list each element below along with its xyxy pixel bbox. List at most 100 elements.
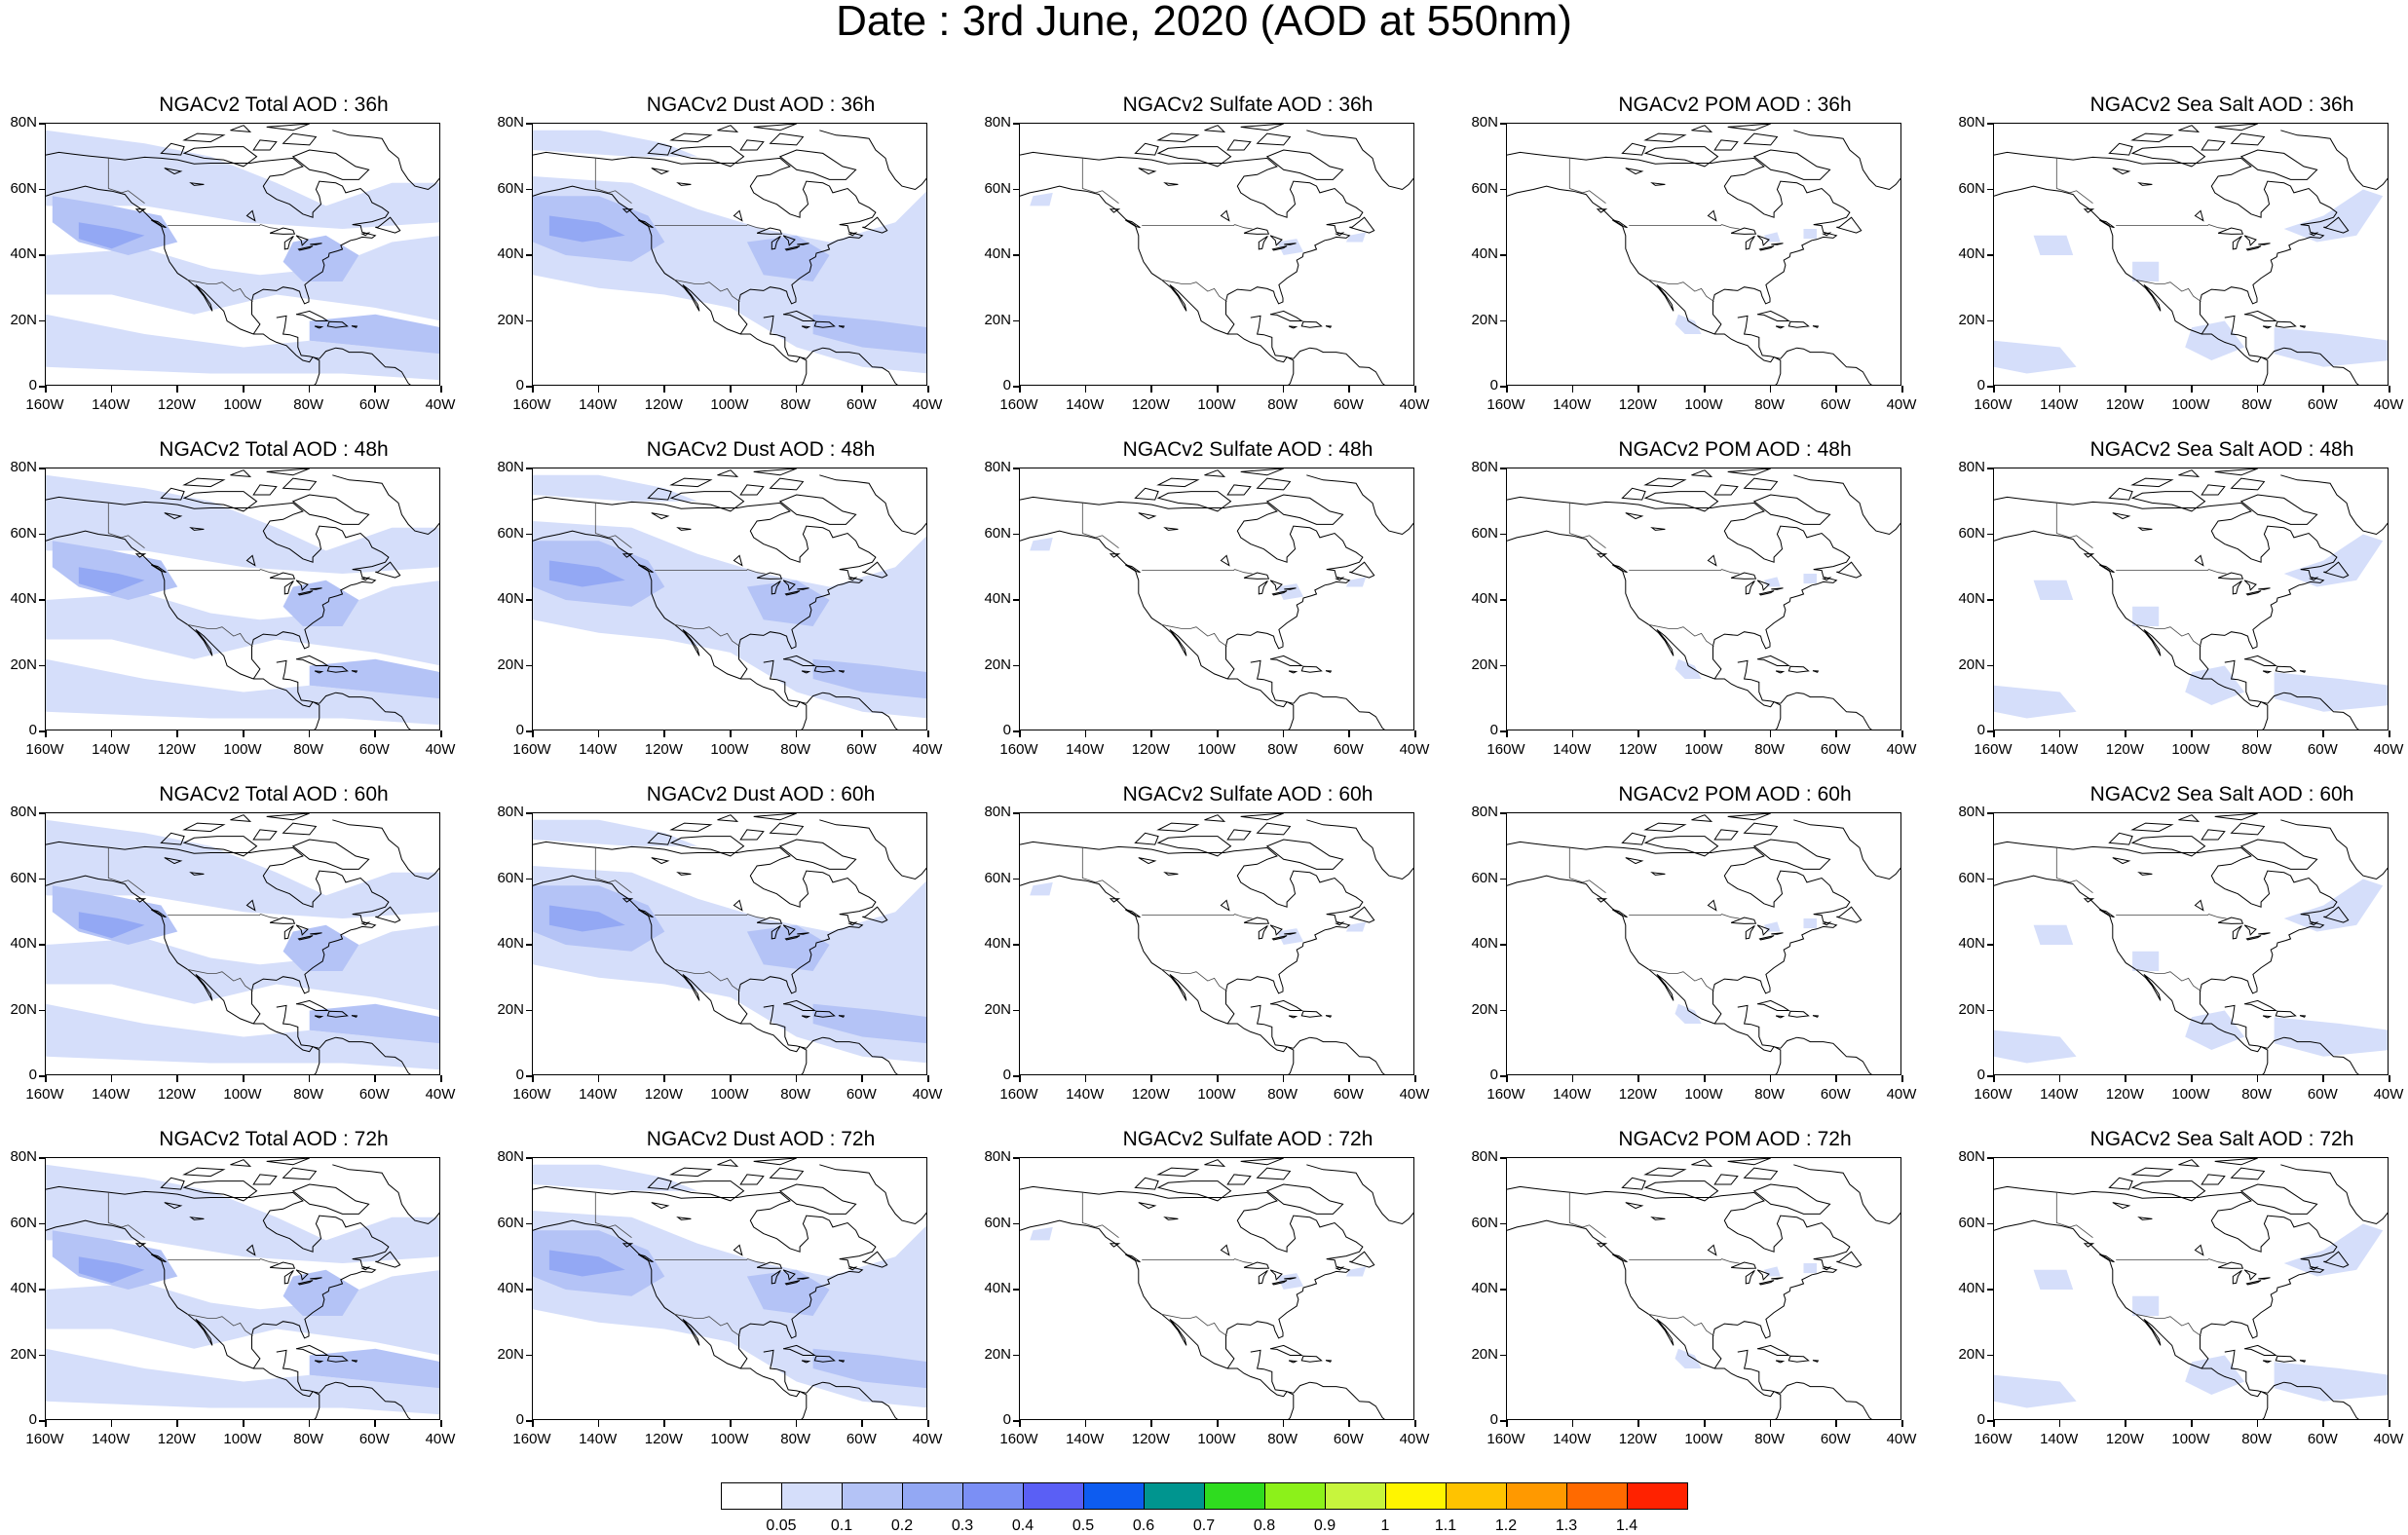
aod-field-region xyxy=(2274,672,2388,712)
island-or-lake-outline xyxy=(1812,1360,1820,1363)
map-panel: NGACv2 Dust AOD : 36h 80N 60N 40N 20N 0 160W 14… xyxy=(497,94,1019,454)
island-or-lake-outline xyxy=(182,1180,258,1202)
island-or-lake-outline xyxy=(778,149,857,180)
island-or-lake-outline xyxy=(2130,146,2206,168)
island-or-lake-outline xyxy=(1756,580,1770,591)
latitude-label: 40N xyxy=(984,1280,1011,1296)
coastline xyxy=(1250,659,1294,704)
country-border xyxy=(594,503,632,549)
longitude-tick xyxy=(1769,386,1772,393)
longitude-tick xyxy=(176,730,178,737)
aod-field-region xyxy=(2033,924,2074,945)
island-or-lake-outline xyxy=(1643,822,1687,833)
latitude-tick xyxy=(1013,878,1019,880)
longitude-label: 100W xyxy=(710,396,749,413)
island-or-lake-outline xyxy=(1269,235,1283,246)
longitude-tick xyxy=(1217,1075,1219,1082)
longitude-tick xyxy=(2125,386,2126,393)
latitude-tick xyxy=(1987,1420,1993,1422)
longitude-label: 100W xyxy=(223,1431,262,1447)
island-or-lake-outline xyxy=(1125,219,1141,229)
island-or-lake-outline xyxy=(1596,1243,1608,1248)
longitude-label: 120W xyxy=(157,396,196,413)
island-or-lake-outline xyxy=(2275,1010,2297,1018)
island-or-lake-outline xyxy=(1727,813,1771,821)
longitude-tick xyxy=(1506,730,1508,737)
coastline xyxy=(819,474,926,536)
latitude-tick xyxy=(526,812,532,814)
colorbar-swatch xyxy=(1083,1482,1145,1510)
aod-field-region xyxy=(46,1348,439,1415)
longitude-label: 60W xyxy=(358,741,390,758)
country-border xyxy=(187,623,253,647)
latitude-tick xyxy=(1987,730,1993,732)
longitude-tick xyxy=(2125,1420,2126,1427)
island-or-lake-outline xyxy=(1109,898,1121,903)
island-or-lake-outline xyxy=(1269,1344,1303,1356)
island-or-lake-outline xyxy=(2099,564,2115,574)
island-or-lake-outline xyxy=(2243,1344,2277,1356)
longitude-tick xyxy=(1769,1075,1772,1082)
coastline xyxy=(1737,1349,1781,1394)
island-or-lake-outline xyxy=(314,670,324,674)
coastline xyxy=(1507,530,1782,730)
longitude-tick xyxy=(1506,1075,1508,1082)
island-or-lake-outline xyxy=(838,670,846,673)
coastline xyxy=(46,185,320,385)
island-or-lake-outline xyxy=(1625,512,1644,520)
island-or-lake-outline xyxy=(1138,512,1157,520)
panel-title: NGACv2 Total AOD : 60h xyxy=(159,783,389,805)
longitude-label: 160W xyxy=(999,1086,1038,1103)
longitude-tick xyxy=(1901,1420,1903,1427)
island-or-lake-outline xyxy=(1745,235,1755,250)
island-or-lake-outline xyxy=(1643,132,1687,143)
latitude-label: 20N xyxy=(10,311,37,328)
longitude-label: 60W xyxy=(358,1431,390,1447)
longitude-label: 100W xyxy=(2171,396,2210,413)
latitude-label: 60N xyxy=(1958,524,1985,542)
longitude-tick xyxy=(1637,1420,1639,1427)
longitude-tick xyxy=(2058,730,2061,737)
longitude-label: 80W xyxy=(780,741,811,758)
latitude-label: 40N xyxy=(1958,935,1985,952)
latitude-label: 60N xyxy=(497,524,524,542)
coastline xyxy=(46,1185,390,1369)
island-or-lake-outline xyxy=(295,580,309,591)
island-or-lake-outline xyxy=(2194,1244,2204,1256)
longitude-tick xyxy=(1414,730,1416,737)
longitude-tick xyxy=(795,386,798,393)
longitude-tick xyxy=(927,1075,929,1082)
island-or-lake-outline xyxy=(1300,320,1323,328)
island-or-lake-outline xyxy=(1349,1251,1375,1268)
longitude-tick xyxy=(1506,386,1508,393)
longitude-label: 40W xyxy=(425,741,456,758)
coastline xyxy=(1994,185,2269,385)
coastline xyxy=(2267,1381,2359,1419)
longitude-label: 40W xyxy=(2373,396,2404,413)
island-or-lake-outline xyxy=(245,1244,256,1256)
latitude-tick xyxy=(526,188,532,190)
country-border xyxy=(2116,569,2227,575)
island-or-lake-outline xyxy=(310,587,322,590)
island-or-lake-outline xyxy=(1109,553,1121,558)
longitude-label: 100W xyxy=(1197,1431,1236,1447)
island-or-lake-outline xyxy=(1284,243,1297,245)
longitude-label: 60W xyxy=(1820,396,1851,413)
panel-title: NGACv2 POM AOD : 72h xyxy=(1618,1128,1852,1150)
coastline xyxy=(533,151,877,335)
map-frame xyxy=(1506,123,1901,386)
latitude-tick xyxy=(1987,878,1993,880)
latitude-label: 20N xyxy=(497,1000,524,1018)
latitude-label: 60N xyxy=(497,869,524,886)
latitude-label: 20N xyxy=(1958,1345,1985,1363)
longitude-label: 140W xyxy=(579,396,618,413)
colorbar-label: 0.4 xyxy=(1011,1517,1035,1534)
latitude-label: 80N xyxy=(10,804,37,820)
latitude-label: 40N xyxy=(10,935,37,952)
island-or-lake-outline xyxy=(291,149,370,180)
island-or-lake-outline xyxy=(801,1360,811,1364)
latitude-tick xyxy=(1013,1289,1019,1291)
coastline xyxy=(1507,185,1782,385)
island-or-lake-outline xyxy=(2217,227,2244,235)
aod-field-region xyxy=(46,236,439,321)
